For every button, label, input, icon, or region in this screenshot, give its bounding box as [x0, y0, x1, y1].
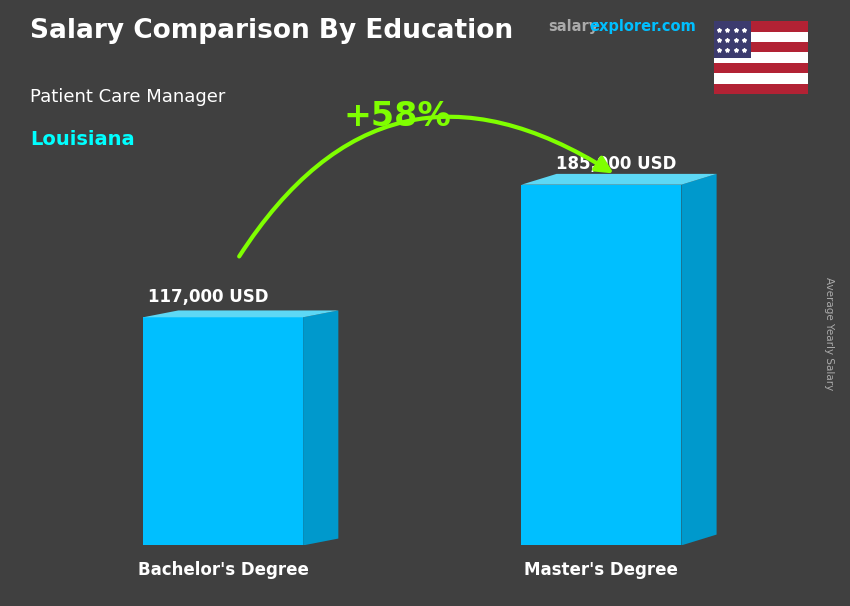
Text: Patient Care Manager: Patient Care Manager	[30, 88, 225, 106]
Bar	[714, 63, 808, 73]
Text: Bachelor's Degree: Bachelor's Degree	[138, 561, 309, 579]
Bar	[714, 52, 808, 63]
Text: Louisiana: Louisiana	[30, 130, 134, 149]
Bar	[714, 21, 751, 58]
Text: +58%: +58%	[344, 100, 451, 133]
Bar	[714, 42, 808, 52]
Bar	[521, 185, 682, 545]
Bar	[143, 318, 303, 545]
Text: Salary Comparison By Education: Salary Comparison By Education	[30, 18, 513, 44]
Text: 185,000 USD: 185,000 USD	[556, 155, 676, 173]
Text: Master's Degree: Master's Degree	[524, 561, 678, 579]
Bar	[714, 84, 808, 94]
Polygon shape	[143, 310, 338, 318]
Bar	[714, 32, 808, 42]
Text: 117,000 USD: 117,000 USD	[149, 288, 269, 305]
Text: salary: salary	[548, 19, 598, 35]
Text: explorer.com: explorer.com	[589, 19, 696, 35]
Bar	[714, 73, 808, 84]
Polygon shape	[682, 174, 717, 545]
Bar	[714, 21, 808, 32]
Polygon shape	[303, 310, 338, 545]
Text: Average Yearly Salary: Average Yearly Salary	[824, 277, 834, 390]
Polygon shape	[521, 174, 717, 185]
